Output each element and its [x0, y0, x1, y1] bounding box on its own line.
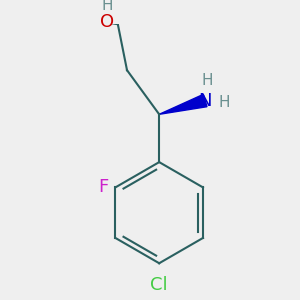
Text: O: O	[100, 14, 114, 32]
Text: H: H	[218, 95, 230, 110]
Text: H: H	[201, 73, 213, 88]
Text: Cl: Cl	[150, 276, 168, 294]
Text: F: F	[98, 178, 108, 196]
Text: N: N	[198, 92, 212, 110]
Polygon shape	[159, 94, 207, 114]
Text: H: H	[101, 0, 112, 13]
